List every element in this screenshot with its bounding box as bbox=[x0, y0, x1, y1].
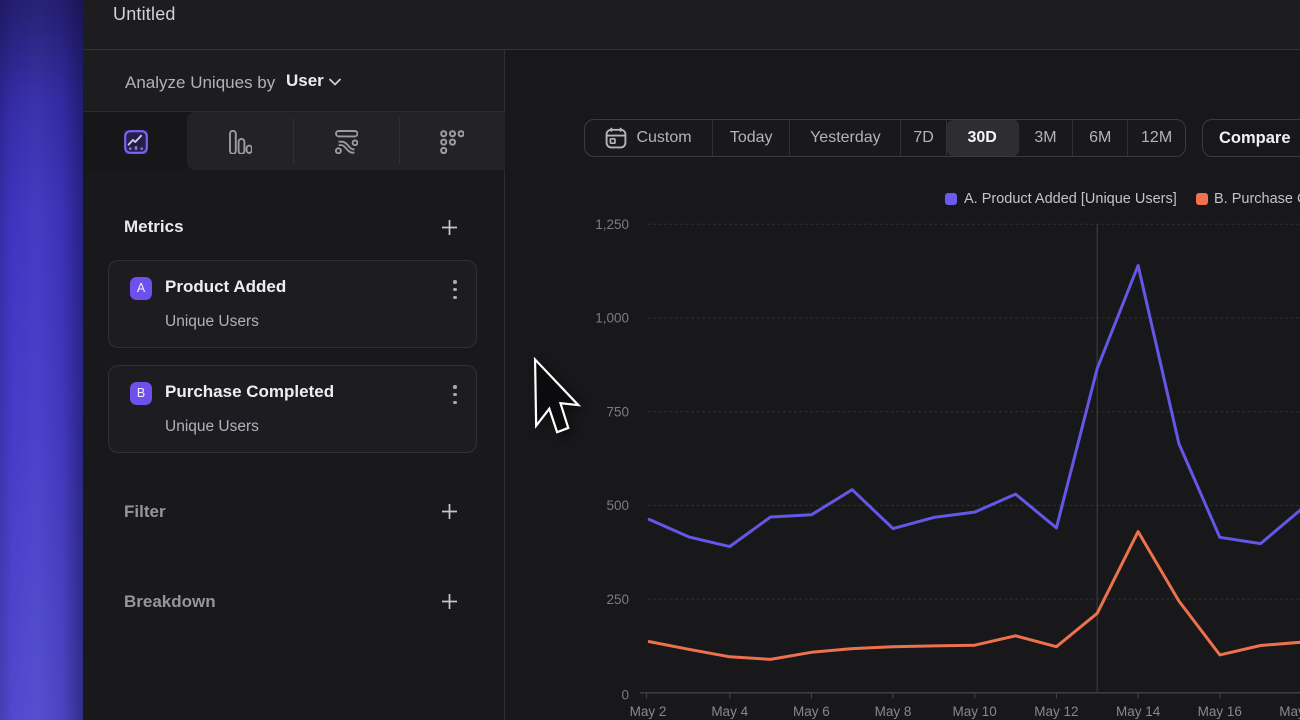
svg-text:1,000: 1,000 bbox=[595, 311, 629, 326]
svg-text:1,250: 1,250 bbox=[595, 217, 629, 232]
svg-text:May 14: May 14 bbox=[1116, 704, 1161, 719]
svg-text:May 18: May 18 bbox=[1279, 704, 1300, 719]
svg-text:May 12: May 12 bbox=[1034, 704, 1078, 719]
svg-text:May 6: May 6 bbox=[793, 704, 830, 719]
svg-text:May 4: May 4 bbox=[711, 704, 748, 719]
svg-text:May 10: May 10 bbox=[953, 704, 997, 719]
svg-text:May 16: May 16 bbox=[1198, 704, 1242, 719]
svg-text:500: 500 bbox=[606, 498, 629, 513]
svg-text:0: 0 bbox=[621, 688, 629, 703]
svg-text:May 2: May 2 bbox=[630, 704, 667, 719]
svg-text:May 8: May 8 bbox=[875, 704, 912, 719]
svg-text:750: 750 bbox=[606, 404, 629, 419]
svg-text:250: 250 bbox=[606, 592, 629, 607]
